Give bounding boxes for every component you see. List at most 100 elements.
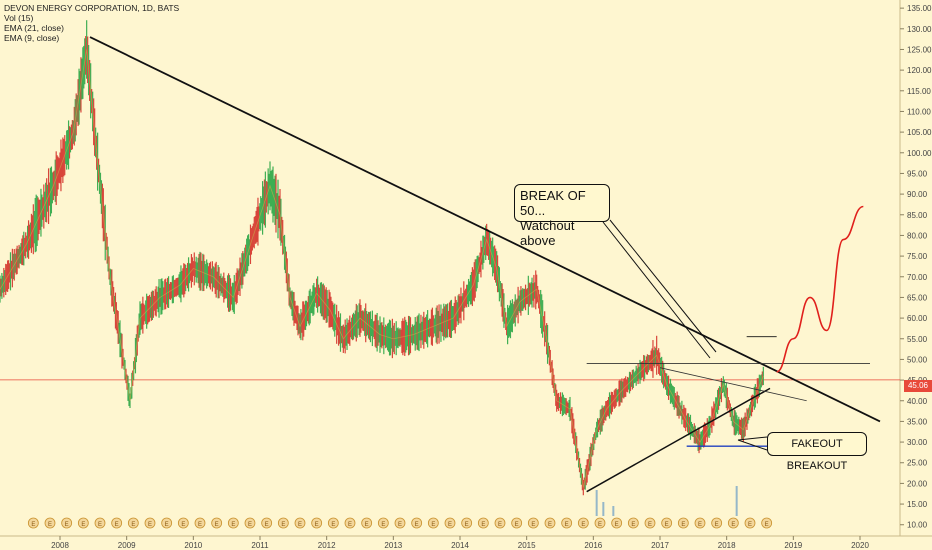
ema21-line: [0, 49, 764, 488]
volume-bar: [602, 502, 605, 516]
earnings-marker-label: E: [65, 522, 69, 528]
price-axis-panel: [900, 0, 932, 550]
y-tick-label: 60.00: [907, 314, 928, 323]
earnings-marker-label: E: [315, 522, 319, 528]
earnings-marker-label: E: [598, 522, 602, 528]
y-tick-label: 50.00: [907, 355, 928, 364]
earnings-marker: [644, 517, 656, 529]
earnings-marker-label: E: [765, 522, 769, 528]
y-tick-label: 40.00: [907, 397, 928, 406]
earnings-marker-label: E: [698, 522, 702, 528]
y-tick-label: 65.00: [907, 293, 928, 302]
fakeout-callout: FAKEOUT BREAKOUT: [767, 432, 867, 472]
earnings-marker-label: E: [731, 522, 735, 528]
earnings-marker-label: E: [481, 522, 485, 528]
earnings-marker-label: E: [231, 522, 235, 528]
earnings-marker: [677, 517, 689, 529]
earnings-marker: [577, 517, 589, 529]
earnings-marker: [44, 517, 56, 529]
earnings-marker-label: E: [748, 522, 752, 528]
earnings-marker-label: E: [331, 522, 335, 528]
earnings-marker: [61, 517, 73, 529]
y-tick-label: 135.00: [907, 4, 932, 13]
earnings-marker: [344, 517, 356, 529]
earnings-marker: [377, 517, 389, 529]
earnings-marker: [361, 517, 373, 529]
earnings-marker-label: E: [515, 522, 519, 528]
y-tick-label: 25.00: [907, 459, 928, 468]
earnings-marker: [127, 517, 139, 529]
earnings-marker-label: E: [365, 522, 369, 528]
volume-bar: [735, 486, 738, 516]
projection-curve: [776, 205, 864, 373]
earnings-marker: [427, 517, 439, 529]
earnings-marker-label: E: [198, 522, 202, 528]
x-tick-label: 2009: [118, 541, 136, 550]
earnings-marker-label: E: [681, 522, 685, 528]
ema9-legend: EMA (9, close): [4, 33, 60, 43]
y-tick-label: 125.00: [907, 45, 932, 54]
earnings-marker-label: E: [265, 522, 269, 528]
earnings-marker: [661, 517, 673, 529]
x-tick-label: 2011: [251, 541, 269, 550]
earnings-marker: [727, 517, 739, 529]
fakeout-callout-pointer: [737, 439, 768, 451]
earnings-marker-label: E: [48, 522, 52, 528]
y-tick-label: 130.00: [907, 25, 932, 34]
earnings-marker: [294, 517, 306, 529]
y-tick-label: 75.00: [907, 252, 928, 261]
earnings-marker: [211, 517, 223, 529]
x-tick-label: 2012: [318, 541, 336, 550]
y-tick-label: 85.00: [907, 211, 928, 220]
break-callout-line2: Watchout above: [520, 218, 575, 248]
earnings-marker-label: E: [248, 522, 252, 528]
trendline: [659, 367, 807, 402]
y-tick-label: 105.00: [907, 128, 932, 137]
earnings-marker-label: E: [548, 522, 552, 528]
earnings-marker: [194, 517, 206, 529]
symbol-title: DEVON ENERGY CORPORATION, 1D, BATS: [4, 3, 180, 13]
earnings-marker: [411, 517, 423, 529]
y-tick-label: 70.00: [907, 273, 928, 282]
trendline: [586, 387, 771, 493]
earnings-marker: [761, 517, 773, 529]
earnings-marker-label: E: [665, 522, 669, 528]
earnings-marker: [494, 517, 506, 529]
earnings-marker: [611, 517, 623, 529]
earnings-marker: [27, 517, 39, 529]
trendline: [89, 36, 881, 423]
earnings-marker: [94, 517, 106, 529]
earnings-marker: [111, 517, 123, 529]
earnings-marker: [477, 517, 489, 529]
chart-legend: DEVON ENERGY CORPORATION, 1D, BATS Vol (…: [4, 3, 179, 43]
x-tick-label: 2015: [518, 541, 536, 550]
fakeout-callout-pointer: [737, 436, 768, 441]
earnings-marker-label: E: [98, 522, 102, 528]
break-callout: BREAK OF 50... Watchout above: [514, 184, 610, 248]
earnings-marker: [327, 517, 339, 529]
volume-legend: Vol (15): [4, 13, 34, 23]
y-tick-label: 30.00: [907, 438, 928, 447]
earnings-marker-label: E: [415, 522, 419, 528]
earnings-marker: [627, 517, 639, 529]
x-tick-label: 2017: [651, 541, 669, 550]
y-tick-label: 55.00: [907, 335, 928, 344]
earnings-marker: [277, 517, 289, 529]
earnings-marker-label: E: [281, 522, 285, 528]
earnings-marker-label: E: [715, 522, 719, 528]
earnings-marker: [77, 517, 89, 529]
earnings-marker: [694, 517, 706, 529]
earnings-marker: [511, 517, 523, 529]
earnings-marker: [227, 517, 239, 529]
y-tick-label: 110.00: [907, 107, 931, 116]
break-callout-pointer: [602, 221, 711, 359]
y-tick-label: 35.00: [907, 417, 928, 426]
y-tick-label: 100.00: [907, 149, 932, 158]
x-tick-label: 2008: [51, 541, 69, 550]
y-tick-label: 10.00: [907, 521, 928, 530]
earnings-marker-label: E: [398, 522, 402, 528]
ema21-legend: EMA (21, close): [4, 23, 64, 33]
earnings-marker-label: E: [381, 522, 385, 528]
